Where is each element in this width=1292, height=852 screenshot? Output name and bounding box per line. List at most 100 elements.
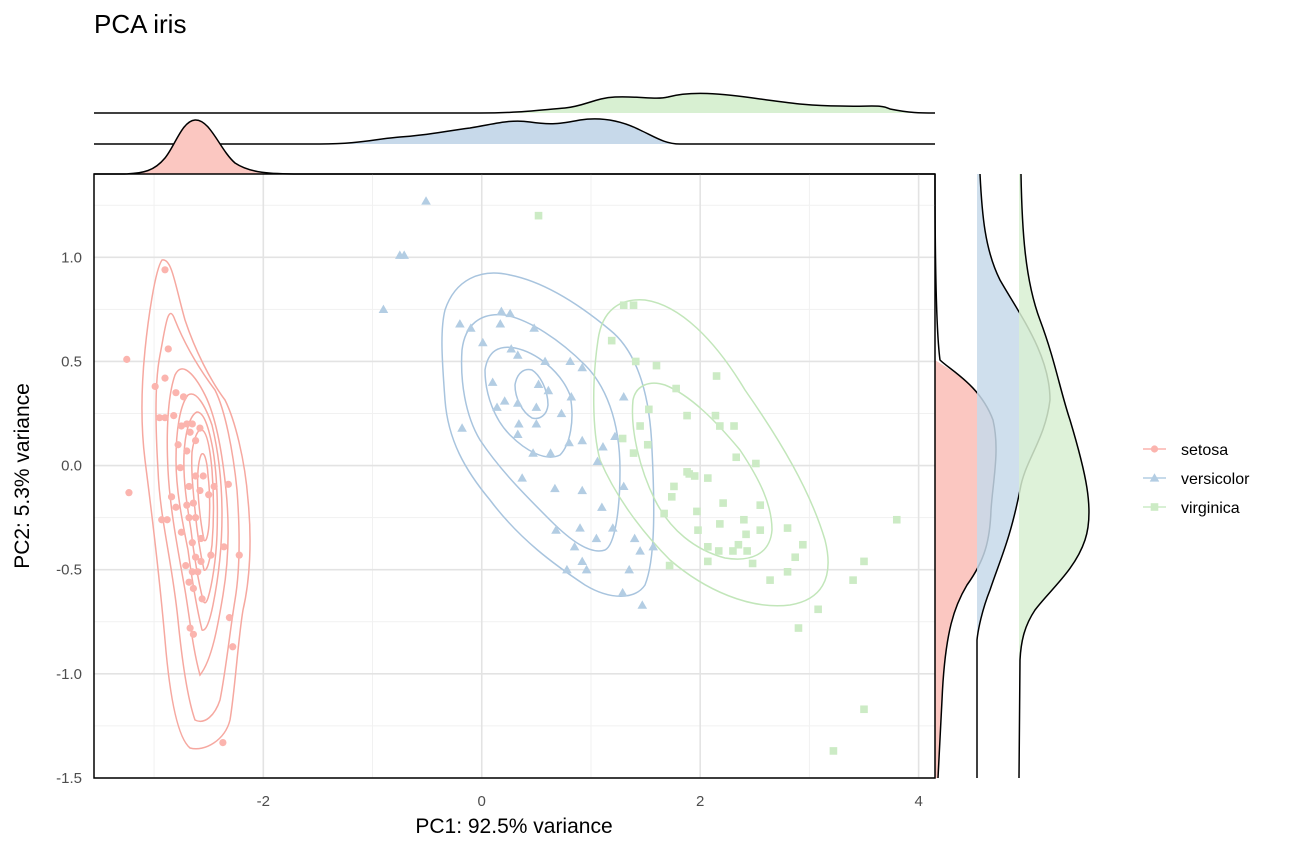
contours-versicolor [441, 272, 655, 597]
point-virginica [752, 459, 760, 468]
point-virginica [704, 474, 712, 482]
point-versicolor [495, 319, 506, 328]
point-setosa [186, 428, 194, 436]
contour-virginica-1 [593, 299, 829, 607]
point-versicolor [528, 448, 538, 457]
point-versicolor [551, 525, 561, 534]
point-setosa [210, 482, 218, 491]
y-tick-label: -1.5 [56, 770, 82, 787]
point-versicolor [517, 473, 527, 482]
point-versicolor [378, 304, 389, 313]
point-versicolor [550, 483, 560, 493]
point-virginica [740, 515, 748, 524]
point-versicolor [624, 564, 634, 574]
x-tick-label: 4 [914, 793, 922, 810]
point-setosa [177, 422, 185, 430]
point-virginica [794, 624, 803, 632]
point-versicolor [618, 481, 629, 491]
point-setosa [170, 412, 178, 420]
y-tick-label: 0.5 [61, 353, 82, 370]
point-virginica [629, 449, 638, 457]
contour-versicolor-3 [484, 346, 573, 458]
y-axis-label: PC2: 5.3% variance [11, 383, 34, 569]
point-virginica [667, 493, 676, 501]
point-versicolor [598, 442, 608, 451]
legend: setosa versicolor virginica [1143, 442, 1250, 517]
point-setosa [194, 568, 202, 576]
point-versicolor [421, 196, 431, 205]
point-virginica [849, 576, 857, 584]
contour-setosa-5 [183, 411, 219, 604]
point-versicolor [499, 396, 510, 405]
point-versicolor [478, 337, 488, 347]
contour-versicolor-1 [441, 272, 655, 597]
point-setosa [191, 514, 200, 522]
point-setosa [199, 472, 207, 480]
y-tick-labels: -1.5 -1.0 -0.5 0.0 0.5 1.0 [56, 249, 82, 787]
point-setosa [179, 393, 188, 401]
top-marginal-density [94, 92, 936, 175]
contour-setosa-3 [166, 368, 229, 677]
point-setosa [183, 501, 191, 509]
point-virginica [652, 361, 661, 370]
contour-setosa-2 [155, 312, 240, 722]
point-virginica [791, 553, 799, 562]
point-setosa [125, 489, 133, 497]
point-versicolor [545, 448, 556, 457]
x-tick-label: 0 [478, 793, 486, 810]
top-density-virginica [94, 93, 935, 113]
point-setosa [167, 493, 176, 501]
legend-label: setosa [1181, 442, 1228, 459]
point-setosa [191, 436, 200, 445]
point-virginica [629, 301, 638, 310]
point-virginica [766, 576, 774, 584]
point-virginica [783, 524, 792, 532]
point-versicolor [577, 556, 588, 565]
point-setosa [198, 595, 206, 603]
point-virginica [799, 540, 807, 549]
point-virginica [719, 499, 727, 507]
point-virginica [645, 405, 653, 414]
point-virginica [783, 568, 792, 576]
point-versicolor [556, 408, 567, 418]
point-setosa [189, 584, 197, 593]
legend-item-virginica: virginica [1143, 500, 1240, 517]
point-virginica [636, 422, 644, 430]
y-tick-label: -1.0 [56, 666, 82, 683]
top-density-virginica-outline [94, 92, 936, 114]
point-setosa [189, 499, 197, 507]
contours-virginica [593, 299, 829, 607]
point-versicolor [629, 533, 640, 543]
point-versicolor [543, 385, 554, 395]
point-virginica [732, 453, 741, 462]
point-versicolor [562, 564, 572, 574]
legend-key-marker [1149, 473, 1160, 482]
point-setosa [205, 491, 213, 499]
point-setosa [176, 464, 184, 472]
point-setosa [174, 441, 182, 449]
legend-item-setosa: setosa [1143, 442, 1228, 459]
point-virginica [730, 422, 738, 430]
point-setosa [183, 447, 191, 455]
point-virginica [704, 543, 712, 551]
point-setosa [196, 424, 204, 432]
point-versicolor [564, 437, 574, 447]
point-virginica [756, 501, 765, 509]
point-virginica [756, 526, 765, 534]
point-versicolor [569, 542, 580, 551]
point-virginica [683, 411, 691, 420]
point-virginica [694, 526, 702, 534]
point-setosa [197, 557, 205, 565]
point-setosa [161, 266, 169, 274]
legend-item-versicolor: versicolor [1143, 471, 1250, 488]
point-versicolor [575, 523, 585, 532]
point-virginica [607, 336, 616, 345]
right-density-versicolor [977, 174, 1050, 778]
point-versicolor [617, 587, 628, 597]
density-contours [141, 259, 829, 750]
point-setosa [185, 578, 193, 586]
right-density-virginica-outline [1018, 173, 1090, 779]
point-virginica [711, 411, 720, 420]
point-setosa [177, 528, 185, 536]
